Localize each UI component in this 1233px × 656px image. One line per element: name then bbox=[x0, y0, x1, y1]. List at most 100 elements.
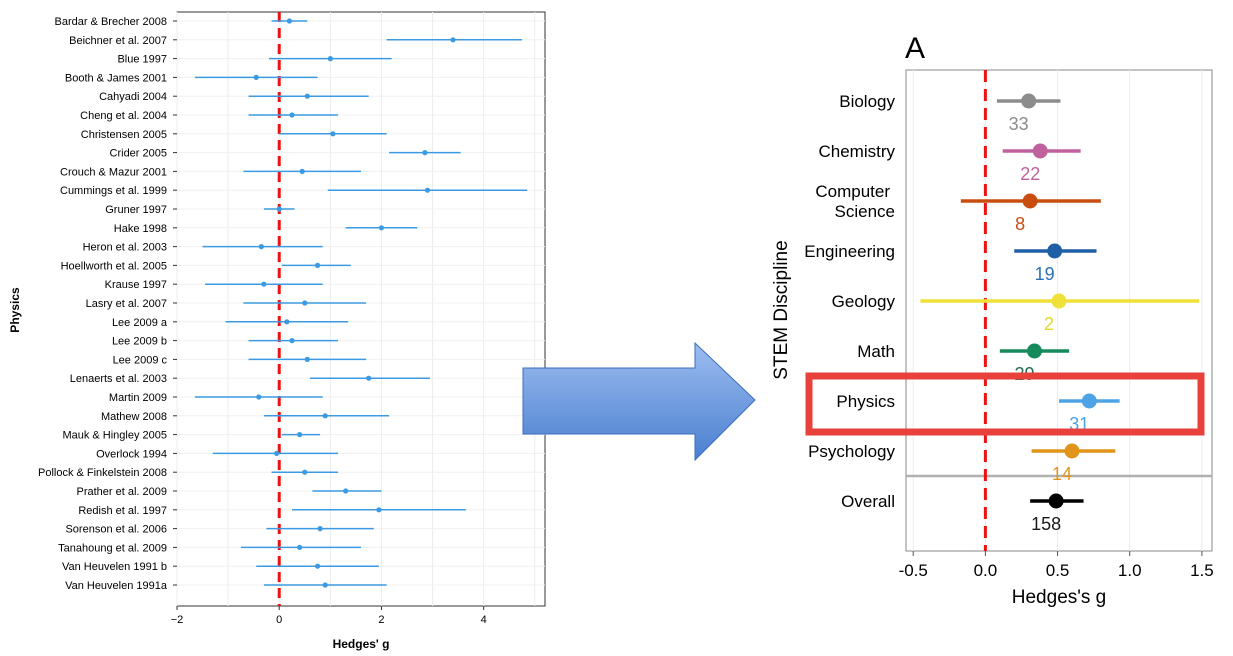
study-label: Booth & James 2001 bbox=[65, 72, 167, 84]
effect-point bbox=[289, 112, 295, 118]
study-label: Martin 2009 bbox=[109, 392, 167, 404]
physics-forest-plot: Bardar & Brecher 2008 Beichner et al. 200… bbox=[8, 11, 546, 651]
study-label: Hoellworth et al. 2005 bbox=[61, 260, 167, 272]
effect-point bbox=[274, 450, 280, 456]
panel-label: A bbox=[905, 32, 925, 65]
effect-point bbox=[376, 507, 382, 513]
effect-point bbox=[314, 563, 321, 569]
x-tick-label: -0.5 bbox=[899, 561, 928, 580]
study-label: Crider 2005 bbox=[110, 148, 167, 160]
effect-point bbox=[1081, 393, 1097, 409]
effect-point bbox=[317, 526, 323, 532]
study-label: Redish et al. 1997 bbox=[78, 505, 167, 517]
effect-point bbox=[1051, 293, 1067, 309]
discipline-label: Chemistry bbox=[818, 142, 895, 161]
effect-point bbox=[322, 413, 328, 419]
x-tick-label: −2 bbox=[171, 614, 184, 626]
study-label: Overlock 1994 bbox=[96, 448, 167, 460]
effect-point bbox=[450, 37, 456, 43]
study-count-label: 22 bbox=[1020, 164, 1040, 184]
effect-point bbox=[424, 187, 431, 193]
study-label: Pollock & Finkelstein 2008 bbox=[38, 467, 167, 479]
effect-point bbox=[1021, 93, 1037, 109]
discipline-label: Psychology bbox=[808, 442, 895, 461]
study-label: Krause 1997 bbox=[105, 279, 167, 291]
x-tick-label: 0 bbox=[276, 614, 282, 626]
effect-point bbox=[1026, 343, 1042, 359]
study-label: Christensen 2005 bbox=[81, 129, 167, 141]
study-label: Van Heuvelen 1991 b bbox=[62, 561, 167, 573]
study-label: Sorenson et al. 2006 bbox=[65, 524, 167, 536]
study-count-label: 33 bbox=[1009, 114, 1029, 134]
study-label: Lasry et al. 2007 bbox=[86, 298, 167, 310]
discipline-label: Geology bbox=[832, 292, 896, 311]
study-count-label: 8 bbox=[1015, 214, 1025, 234]
study-label: Crouch & Mazur 2001 bbox=[60, 166, 167, 178]
study-label: Lenaerts et al. 2003 bbox=[70, 373, 167, 385]
effect-point bbox=[297, 544, 303, 551]
study-label: Tanahoung et al. 2009 bbox=[58, 542, 167, 554]
study-label: Blue 1997 bbox=[117, 54, 167, 66]
discipline-label: Physics bbox=[836, 392, 895, 411]
effect-point bbox=[289, 338, 295, 344]
effect-point bbox=[256, 394, 262, 400]
study-label: Beichner et al. 2007 bbox=[69, 35, 167, 47]
study-label: Hake 1998 bbox=[114, 223, 167, 235]
study-label: Mauk & Hingley 2005 bbox=[62, 430, 167, 442]
effect-point bbox=[261, 281, 267, 287]
study-label: Bardar & Brecher 2008 bbox=[54, 16, 167, 28]
effect-point bbox=[302, 300, 308, 306]
effect-point bbox=[304, 356, 310, 362]
study-count-label: 158 bbox=[1031, 514, 1061, 534]
effect-point bbox=[343, 488, 349, 494]
study-count-label: 14 bbox=[1052, 464, 1072, 484]
effect-point bbox=[302, 469, 308, 475]
effect-point bbox=[276, 206, 282, 212]
discipline-labels: Biology Chemistry Computer Science Engineeri… bbox=[804, 92, 895, 511]
effect-point bbox=[322, 582, 328, 588]
discipline-label: Computer Science bbox=[815, 182, 895, 221]
x-axis-label: Hedges' g bbox=[333, 637, 390, 651]
effect-point bbox=[1022, 193, 1038, 209]
study-label: Lee 2009 a bbox=[112, 317, 168, 329]
x-tick-label: 0.0 bbox=[974, 561, 998, 580]
study-label: Lee 2009 c bbox=[113, 354, 168, 366]
effect-point bbox=[327, 56, 333, 62]
x-axis-label: Hedges's g bbox=[1012, 587, 1106, 608]
study-label: Heron et al. 2003 bbox=[83, 242, 167, 254]
physics-highlight-box bbox=[805, 372, 1205, 436]
effect-point bbox=[1048, 493, 1064, 509]
study-count-label: 19 bbox=[1035, 264, 1055, 284]
study-label: Mathew 2008 bbox=[101, 411, 167, 423]
study-markers bbox=[194, 18, 528, 588]
x-axis-ticks: -0.5 0.0 0.5 1.0 1.5 bbox=[899, 551, 1214, 580]
effect-point bbox=[1064, 443, 1080, 459]
effect-point bbox=[378, 225, 385, 231]
study-label: Cahyadi 2004 bbox=[99, 91, 167, 103]
study-labels: Bardar & Brecher 2008 Beichner et al. 200… bbox=[38, 16, 177, 592]
x-tick-label: 0.5 bbox=[1046, 561, 1070, 580]
x-tick-label: 1.5 bbox=[1190, 561, 1214, 580]
x-tick-label: 4 bbox=[481, 614, 487, 626]
plot-frame bbox=[176, 11, 546, 607]
study-label: Cheng et al. 2004 bbox=[80, 110, 167, 122]
effect-point bbox=[286, 18, 293, 24]
effect-point bbox=[1032, 143, 1048, 159]
discipline-label: Math bbox=[857, 342, 895, 361]
x-tick-label: 1.0 bbox=[1118, 561, 1142, 580]
effect-point bbox=[299, 168, 305, 174]
study-label: Van Heuvelen 1991a bbox=[65, 580, 168, 592]
y-axis-label: Physics bbox=[8, 287, 22, 333]
discipline-label: Biology bbox=[839, 92, 895, 111]
right-arrow-icon bbox=[522, 341, 756, 462]
effect-point bbox=[253, 74, 259, 80]
effect-point bbox=[1047, 243, 1063, 259]
effect-point bbox=[284, 319, 290, 325]
effect-point bbox=[314, 262, 321, 268]
x-axis-ticks: −2 0 2 4 bbox=[171, 606, 487, 626]
study-label: Lee 2009 b bbox=[112, 336, 167, 348]
effect-point bbox=[304, 93, 310, 99]
study-count-label: 2 bbox=[1044, 314, 1054, 334]
